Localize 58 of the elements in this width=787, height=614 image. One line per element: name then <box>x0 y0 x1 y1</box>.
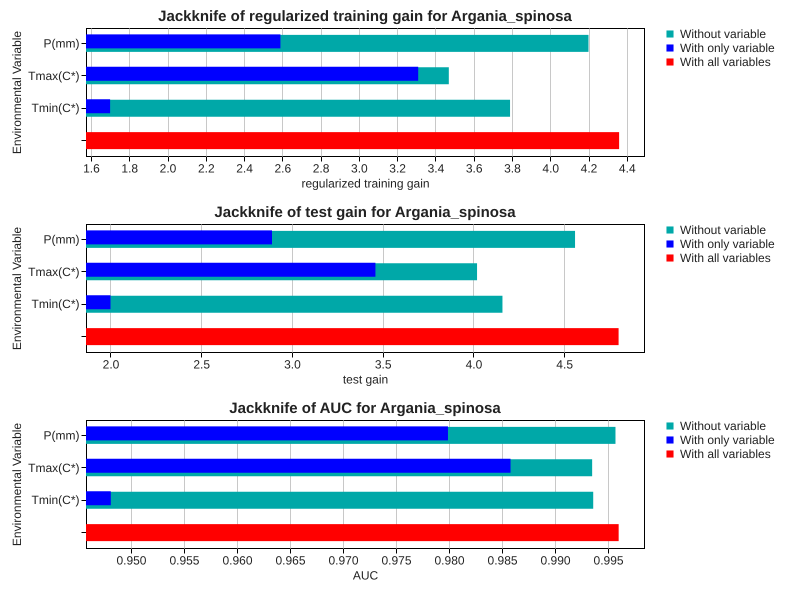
x-tick-label: 0.980 <box>434 554 465 568</box>
legend-label: Without variable <box>680 27 766 41</box>
legend-label: With only variable <box>680 433 776 447</box>
legend-label: With only variable <box>680 41 776 55</box>
y-tick-label: Tmin(C*) <box>32 101 80 116</box>
legend-label: With all variables <box>680 447 771 461</box>
chart-title: Jackknife of test gain for Argania_spinosa <box>214 204 516 221</box>
x-tick-label: 1.6 <box>83 162 100 176</box>
x-axis-title: regularized training gain <box>301 176 430 190</box>
x-tick-label: 3.5 <box>374 358 392 372</box>
x-tick-label: 4.4 <box>618 162 636 176</box>
y-tick-label: Tmax(C*) <box>28 68 80 83</box>
y-tick-label: Tmax(C*) <box>28 264 80 279</box>
x-tick-label: 0.960 <box>222 554 253 568</box>
x-tick-label: 2.5 <box>193 358 210 372</box>
x-tick-label: 3.4 <box>428 162 445 176</box>
x-tick-label: 0.970 <box>328 554 359 568</box>
x-tick-label: 0.990 <box>540 554 571 568</box>
x-tick-label: 3.2 <box>389 162 406 176</box>
x-tick-label: 2.0 <box>160 162 177 176</box>
x-tick-label: 2.4 <box>236 162 254 176</box>
x-tick-label: 3.0 <box>351 162 368 176</box>
x-tick-label: 0.985 <box>488 554 518 568</box>
x-tick-label: 3.8 <box>504 162 522 176</box>
x-axis-title: test gain <box>342 372 388 386</box>
y-axis-title: Environmental Variable <box>10 226 24 350</box>
x-tick-label: 0.955 <box>169 554 200 568</box>
legend-label: With only variable <box>680 237 776 251</box>
y-tick-label: P(mm) <box>44 232 80 246</box>
y-tick-label: Tmin(C*) <box>32 297 80 312</box>
x-axis-title: AUC <box>352 568 378 582</box>
x-tick-label: 2.6 <box>274 162 292 176</box>
y-tick-label: Tmax(C*) <box>28 460 80 475</box>
x-tick-label: 4.0 <box>466 358 483 372</box>
x-tick-label: 1.8 <box>121 162 138 176</box>
legend-label: With all variables <box>680 251 771 265</box>
chart-title: Jackknife of regularized training gain for Argania_spinosa <box>158 8 573 25</box>
x-tick-label: 2.2 <box>198 162 215 176</box>
x-tick-label: 2.8 <box>312 162 330 176</box>
chart-title: Jackknife of AUC for Argania_spinosa <box>229 400 502 417</box>
y-tick-label: P(mm) <box>44 36 80 50</box>
y-tick-label: P(mm) <box>44 428 80 442</box>
x-tick-label: 0.965 <box>275 554 306 568</box>
x-tick-label: 4.0 <box>542 162 560 176</box>
y-axis-title: Environmental Variable <box>10 30 24 154</box>
x-tick-label: 4.2 <box>580 162 598 176</box>
x-tick-label: 0.995 <box>594 554 624 568</box>
x-tick-label: 0.975 <box>381 554 412 568</box>
legend-label: Without variable <box>680 223 766 237</box>
x-tick-label: 0.950 <box>116 554 147 568</box>
legend-label: Without variable <box>680 419 766 433</box>
legend-label: With all variables <box>680 55 771 69</box>
y-axis-title: Environmental Variable <box>10 422 24 546</box>
x-tick-label: 4.5 <box>556 358 574 372</box>
x-tick-label: 3.0 <box>284 358 302 372</box>
x-tick-label: 3.6 <box>466 162 483 176</box>
y-tick-label: Tmin(C*) <box>32 493 80 508</box>
x-tick-label: 2.0 <box>102 358 120 372</box>
